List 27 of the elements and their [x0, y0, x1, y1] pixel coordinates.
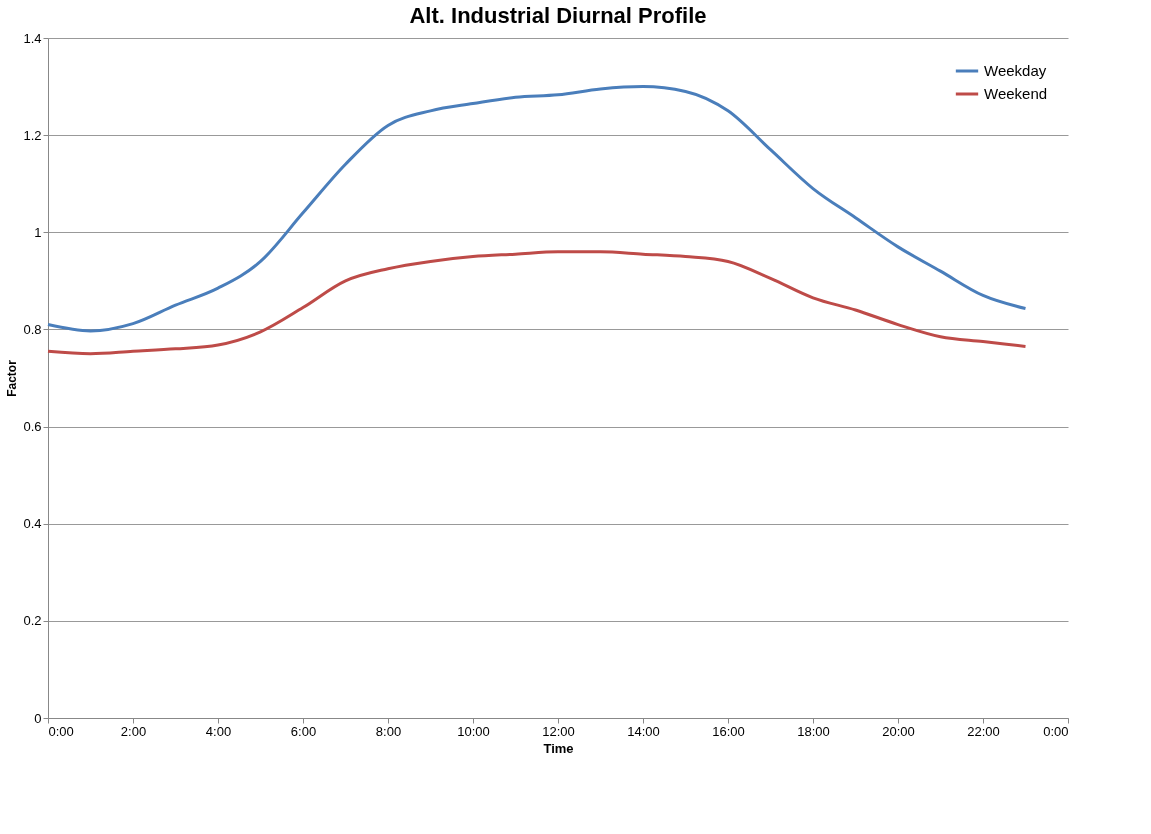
- y-tick-label: 1.2: [23, 127, 42, 143]
- y-tick-label: 0.4: [23, 516, 42, 532]
- x-tick-label: 0:00: [1043, 723, 1069, 739]
- chart-title: Alt. Industrial Diurnal Profile: [409, 3, 707, 28]
- y-tick-label: 0.2: [23, 613, 42, 629]
- x-tick-label: 6:00: [290, 723, 317, 739]
- legend-label: Weekday: [984, 62, 1047, 79]
- x-tick-label: 14:00: [627, 723, 660, 739]
- y-tick-label: 1.4: [23, 30, 42, 46]
- y-axis-title: Factor: [5, 359, 20, 397]
- y-tick-label: 0: [34, 710, 42, 726]
- y-tick-label: 0.6: [23, 419, 42, 435]
- x-tick-label: 2:00: [120, 723, 147, 739]
- x-tick-label: 0:00: [48, 723, 74, 739]
- y-tick-label: 0.8: [23, 321, 42, 337]
- x-tick-label: 18:00: [797, 723, 830, 739]
- x-tick-label: 22:00: [967, 723, 1000, 739]
- x-tick-label: 8:00: [375, 723, 402, 739]
- legend-label: Weekend: [984, 85, 1048, 102]
- y-tick-label: 1: [34, 224, 42, 240]
- x-tick-label: 4:00: [205, 723, 232, 739]
- x-tick-label: 12:00: [542, 723, 575, 739]
- line-series: [46, 250, 1027, 356]
- x-tick-label: 16:00: [712, 723, 745, 739]
- x-axis-title: Time: [543, 740, 574, 756]
- x-tick-label: 10:00: [457, 723, 490, 739]
- x-tick-label: 20:00: [882, 723, 915, 739]
